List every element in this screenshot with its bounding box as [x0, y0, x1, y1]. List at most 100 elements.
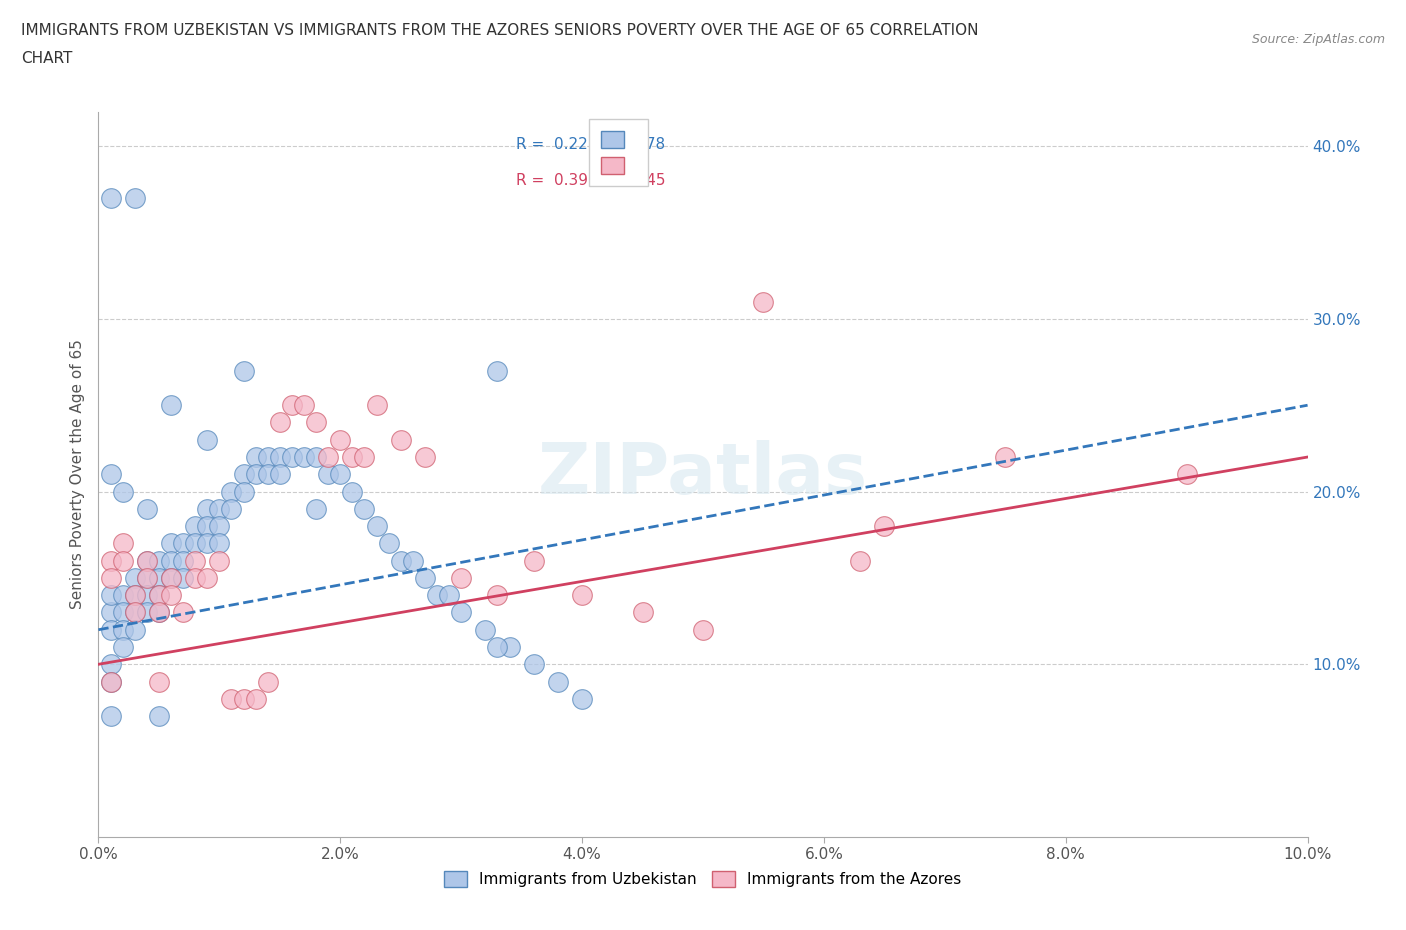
Point — [135, 501, 157, 516]
Point — [100, 570, 122, 585]
Point — [148, 674, 170, 689]
Point — [426, 588, 449, 603]
Text: ZIPatlas: ZIPatlas — [538, 440, 868, 509]
Point — [172, 570, 194, 585]
Point — [160, 570, 183, 585]
Point — [486, 364, 509, 379]
Point — [498, 640, 520, 655]
Point — [172, 553, 194, 568]
Point — [342, 485, 364, 499]
Text: CHART: CHART — [21, 51, 73, 66]
Point — [292, 398, 315, 413]
Point — [232, 467, 254, 482]
Point — [523, 657, 546, 671]
Point — [148, 588, 170, 603]
Point — [135, 553, 157, 568]
Point — [100, 605, 122, 620]
Point — [256, 467, 278, 482]
Point — [486, 640, 509, 655]
Text: Source: ZipAtlas.com: Source: ZipAtlas.com — [1251, 33, 1385, 46]
Point — [523, 553, 546, 568]
Point — [450, 570, 472, 585]
Point — [329, 432, 352, 447]
Point — [366, 398, 388, 413]
Point — [353, 449, 375, 464]
Point — [413, 449, 436, 464]
Point — [184, 519, 207, 534]
Point — [245, 691, 267, 706]
Point — [232, 691, 254, 706]
Point — [172, 605, 194, 620]
Point — [402, 553, 425, 568]
Point — [124, 588, 146, 603]
Point — [148, 588, 170, 603]
Point — [366, 519, 388, 534]
Point — [135, 570, 157, 585]
Text: R =  0.221   N = 78: R = 0.221 N = 78 — [516, 137, 665, 152]
Point — [353, 501, 375, 516]
Point — [111, 588, 134, 603]
Point — [148, 570, 170, 585]
Point — [1175, 467, 1198, 482]
Point — [100, 191, 122, 206]
Point — [571, 691, 593, 706]
Point — [100, 709, 122, 724]
Point — [135, 588, 157, 603]
Point — [100, 674, 122, 689]
Point — [124, 605, 146, 620]
Point — [281, 449, 304, 464]
Point — [571, 588, 593, 603]
Point — [752, 294, 775, 309]
Point — [305, 415, 328, 430]
Point — [437, 588, 460, 603]
Point — [100, 467, 122, 482]
Point — [100, 657, 122, 671]
Point — [195, 570, 218, 585]
Point — [100, 553, 122, 568]
Y-axis label: Seniors Poverty Over the Age of 65: Seniors Poverty Over the Age of 65 — [69, 339, 84, 609]
Point — [316, 449, 339, 464]
Point — [232, 364, 254, 379]
Point — [111, 485, 134, 499]
Point — [184, 536, 207, 551]
Point — [413, 570, 436, 585]
Point — [195, 519, 218, 534]
Point — [135, 570, 157, 585]
Legend: Immigrants from Uzbekistan, Immigrants from the Azores: Immigrants from Uzbekistan, Immigrants f… — [437, 863, 969, 895]
Point — [111, 605, 134, 620]
Point — [100, 674, 122, 689]
Point — [208, 553, 231, 568]
Point — [631, 605, 654, 620]
Point — [377, 536, 399, 551]
Point — [873, 519, 896, 534]
Point — [111, 553, 134, 568]
Point — [269, 415, 291, 430]
Point — [160, 570, 183, 585]
Point — [269, 449, 291, 464]
Point — [389, 553, 412, 568]
Point — [342, 449, 364, 464]
Point — [111, 622, 134, 637]
Point — [160, 553, 183, 568]
Point — [232, 485, 254, 499]
Point — [849, 553, 872, 568]
Point — [184, 553, 207, 568]
Point — [329, 467, 352, 482]
Point — [148, 605, 170, 620]
Text: IMMIGRANTS FROM UZBEKISTAN VS IMMIGRANTS FROM THE AZORES SENIORS POVERTY OVER TH: IMMIGRANTS FROM UZBEKISTAN VS IMMIGRANTS… — [21, 23, 979, 38]
Point — [389, 432, 412, 447]
Point — [692, 622, 714, 637]
Point — [195, 501, 218, 516]
Point — [474, 622, 496, 637]
Point — [256, 674, 278, 689]
Point — [221, 485, 243, 499]
Point — [450, 605, 472, 620]
Point — [486, 588, 509, 603]
Point — [221, 501, 243, 516]
Point — [100, 622, 122, 637]
Point — [111, 640, 134, 655]
Point — [111, 536, 134, 551]
Point — [994, 449, 1017, 464]
Point — [281, 398, 304, 413]
Point — [124, 570, 146, 585]
